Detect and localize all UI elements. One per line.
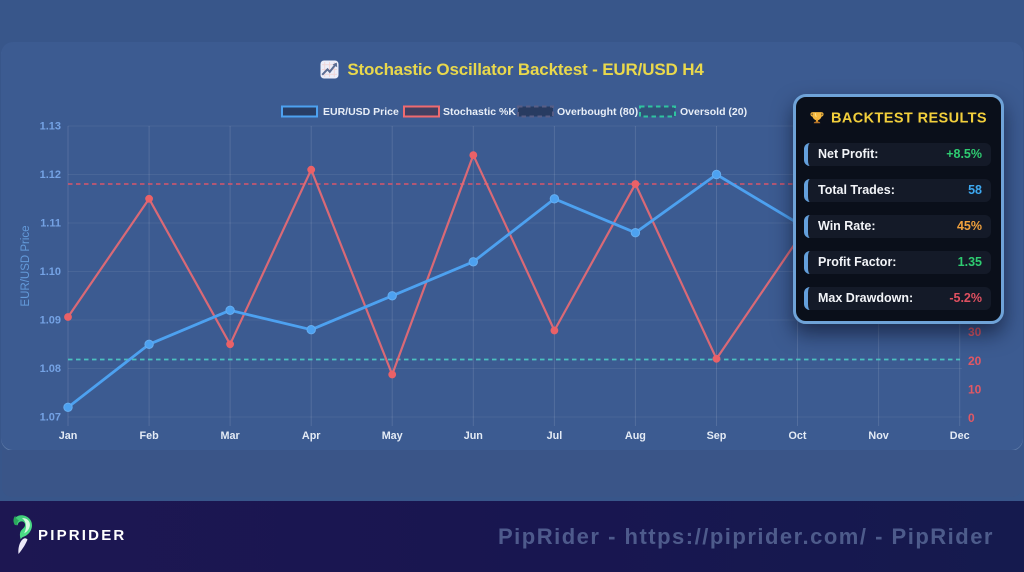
svg-text:EUR/USD Price: EUR/USD Price bbox=[20, 225, 32, 306]
svg-text:1.08: 1.08 bbox=[40, 363, 61, 375]
svg-text:20: 20 bbox=[968, 354, 982, 368]
svg-text:Oct: Oct bbox=[789, 430, 807, 442]
svg-text:1.13: 1.13 bbox=[40, 121, 61, 133]
svg-text:Apr: Apr bbox=[302, 430, 321, 442]
svg-text:Mar: Mar bbox=[220, 430, 240, 442]
svg-text:Jun: Jun bbox=[464, 430, 483, 442]
svg-text:1.12: 1.12 bbox=[40, 169, 61, 181]
svg-text:Jul: Jul bbox=[547, 430, 563, 442]
svg-text:Jan: Jan bbox=[59, 430, 78, 442]
svg-text:May: May bbox=[382, 430, 403, 442]
svg-text:Aug: Aug bbox=[625, 430, 646, 442]
svg-text:Feb: Feb bbox=[139, 430, 159, 442]
svg-text:Sep: Sep bbox=[707, 430, 727, 442]
svg-text:0: 0 bbox=[968, 411, 975, 425]
svg-text:1.10: 1.10 bbox=[40, 266, 61, 278]
svg-text:10: 10 bbox=[968, 382, 982, 396]
svg-text:Nov: Nov bbox=[868, 430, 888, 442]
svg-text:1.11: 1.11 bbox=[40, 218, 61, 230]
svg-text:1.09: 1.09 bbox=[40, 315, 61, 327]
svg-text:30: 30 bbox=[968, 325, 982, 339]
svg-text:Dec: Dec bbox=[950, 430, 970, 442]
svg-text:1.07: 1.07 bbox=[40, 412, 61, 424]
